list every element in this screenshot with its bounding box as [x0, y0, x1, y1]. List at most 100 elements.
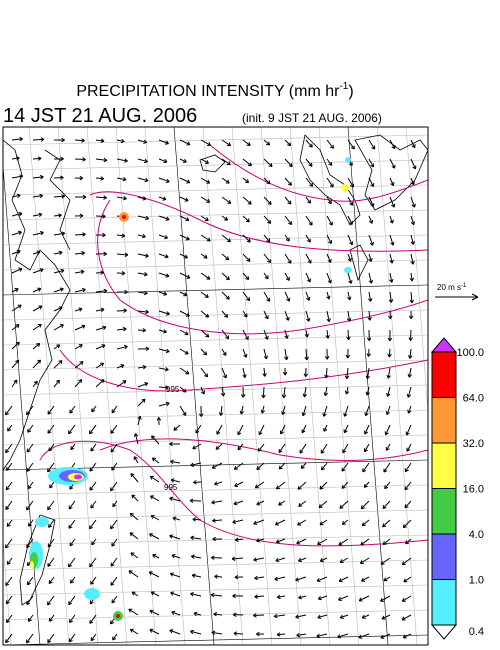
meridian	[260, 127, 302, 645]
wind-arrow-head	[327, 258, 332, 263]
wind-arrow-head	[225, 335, 230, 340]
wind-arrow-head	[60, 156, 64, 162]
wind-arrow	[90, 500, 97, 509]
wind-arrow-head	[304, 356, 309, 361]
wind-arrow	[298, 595, 307, 599]
wind-arrow	[32, 231, 44, 236]
wind-arrow-head	[237, 446, 242, 451]
isobar	[99, 438, 428, 461]
wind-arrow-head	[78, 379, 83, 384]
wind-arrow-head	[218, 412, 224, 416]
wind-arrow-head	[102, 232, 106, 238]
wind-arrow	[221, 386, 225, 397]
contour-label: 995	[164, 483, 178, 492]
wind-arrow-head	[15, 359, 20, 364]
wind-arrow	[89, 614, 97, 624]
meridian	[493, 127, 500, 645]
wind-arrow	[170, 479, 181, 483]
wind-arrow-head	[164, 367, 169, 372]
wind-arrow-head	[254, 575, 258, 581]
wind-arrow	[26, 462, 34, 472]
wind-arrow-head	[279, 430, 284, 435]
wind-arrow-head	[411, 203, 416, 208]
wind-arrow-head	[359, 560, 364, 564]
wind-arrow-head	[81, 250, 85, 256]
title: PRECIPITATION INTENSITY (mm hr-1)	[76, 81, 353, 100]
wind-arrow	[341, 481, 349, 489]
meridian	[405, 127, 428, 416]
wind-arrow	[410, 253, 414, 265]
wind-arrow	[242, 367, 246, 378]
wind-arrow	[11, 288, 19, 293]
wind-arrow	[368, 158, 375, 168]
wind-arrow-head	[382, 523, 387, 528]
wind-arrow-head	[371, 145, 376, 150]
wind-arrow-head	[402, 634, 407, 639]
parallel	[3, 559, 428, 571]
wind-arrow-head	[122, 380, 127, 385]
coast-west	[3, 139, 71, 471]
wind-arrow-head	[82, 232, 86, 237]
wind-arrow	[319, 481, 328, 490]
wind-arrow	[211, 500, 223, 504]
wind-arrow	[278, 443, 286, 453]
wind-arrow	[215, 443, 223, 450]
wind-arrow-head	[15, 156, 20, 161]
wind-arrow-head	[39, 174, 44, 180]
wind-arrow-head	[68, 638, 73, 643]
wind-arrow	[26, 538, 34, 548]
wind-arrow-head	[102, 325, 107, 330]
wind-arrow-head	[81, 287, 86, 293]
wind-arrow-head	[150, 515, 155, 519]
wind-arrow	[158, 402, 170, 407]
wind-arrow-head	[47, 562, 52, 567]
wind-arrow-head	[403, 578, 408, 583]
wind-arrow-head	[183, 292, 188, 297]
wind-arrow-head	[304, 333, 310, 338]
wind-arrow	[360, 557, 370, 564]
wind-arrow	[179, 177, 191, 184]
wind-arrow-head	[37, 323, 42, 328]
wind-arrow-head	[409, 299, 414, 304]
wind-arrow-head	[206, 179, 211, 184]
wind-arrow	[284, 177, 292, 186]
wind-arrow	[347, 253, 352, 262]
wind-arrow-head	[338, 541, 343, 546]
wind-arrow-head	[211, 500, 216, 505]
wind-arrow-head	[341, 484, 346, 489]
wind-arrow	[253, 557, 265, 561]
wind-arrow-head	[103, 157, 108, 163]
wind-arrow-head	[256, 466, 261, 471]
wind-arrow	[74, 379, 83, 388]
wind-arrow-head	[389, 219, 394, 224]
wind-arrow-head	[366, 353, 371, 357]
wind-arrow-head	[257, 447, 262, 452]
parallel	[3, 384, 428, 396]
parallel	[3, 159, 428, 171]
wind-arrow	[158, 234, 168, 239]
wind-arrow-head	[366, 337, 372, 341]
wind-arrow	[284, 348, 288, 360]
wind-arrow-head	[254, 484, 259, 489]
wind-arrow	[362, 462, 370, 473]
wind-arrow	[137, 215, 149, 220]
wind-arrow	[326, 158, 333, 166]
wind-arrow	[366, 367, 370, 379]
wind-arrow-head	[382, 541, 387, 545]
wind-arrow	[305, 253, 312, 264]
wind-arrow	[32, 176, 44, 179]
wind-arrow	[5, 633, 13, 643]
wind-arrow-head	[298, 595, 303, 600]
wind-arrow	[150, 495, 160, 502]
wind-arrow-head	[349, 201, 354, 206]
wind-arrow-head	[149, 628, 154, 633]
wind-arrow-head	[131, 494, 136, 499]
wind-arrow-head	[143, 158, 148, 164]
wind-arrow-head	[361, 522, 366, 527]
wind-arrow	[256, 462, 265, 470]
wind-arrow-head	[275, 539, 280, 544]
wind-arrow	[200, 177, 210, 184]
wind-arrow	[11, 231, 22, 236]
wind-arrow-head	[287, 200, 292, 205]
wind-scale-text: 20 m s	[437, 283, 461, 292]
